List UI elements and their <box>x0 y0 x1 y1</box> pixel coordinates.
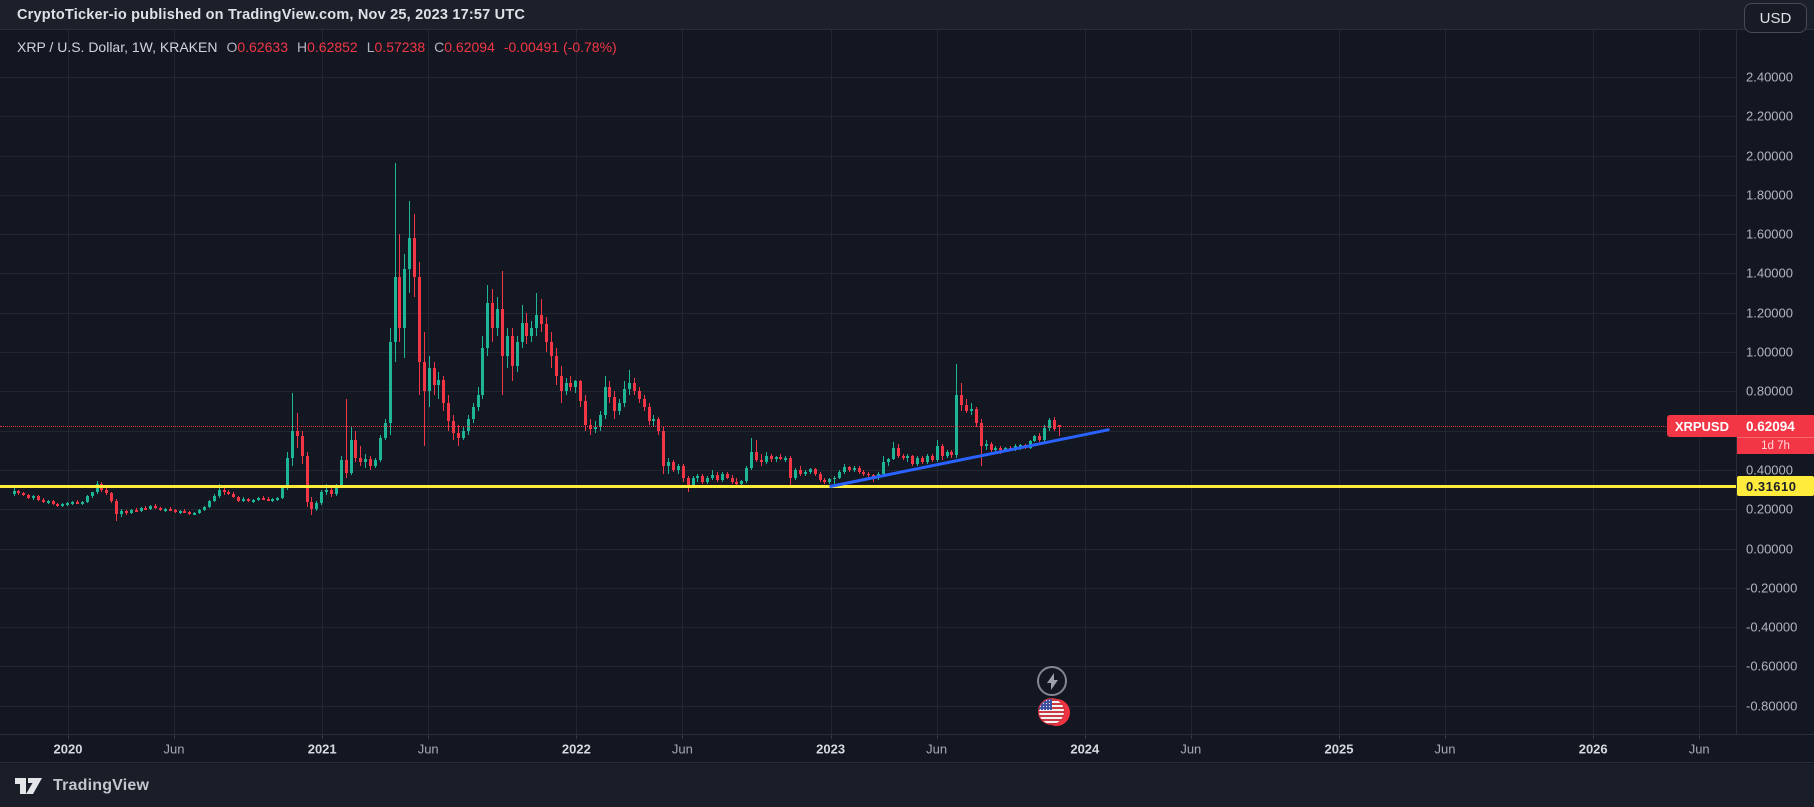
time-tick-Jun-13: Jun <box>1688 741 1710 756</box>
price-tick-2.00000: 2.00000 <box>1746 148 1793 163</box>
flag-canton <box>1039 699 1052 710</box>
time-tick-Jun-9: Jun <box>1180 741 1202 756</box>
time-tick-Jun-5: Jun <box>671 741 693 756</box>
us-flag-icon[interactable] <box>1038 698 1065 725</box>
ohlc-open: O0.62633 <box>226 39 288 55</box>
last-price-label: 0.62094 1d 7h <box>1737 415 1814 455</box>
price-tick-2.20000: 2.20000 <box>1746 108 1793 124</box>
symbol-title: XRP / U.S. Dollar, 1W, KRAKEN <box>17 39 218 55</box>
time-tick-2022-4: 2022 <box>561 741 591 756</box>
price-tick--0.60000: -0.60000 <box>1746 658 1798 674</box>
time-tick-Jun-1: Jun <box>163 741 185 756</box>
last-price-value: 0.62094 <box>1737 415 1814 438</box>
support-price-label: 0.31610 <box>1737 476 1814 497</box>
trendline[interactable] <box>0 30 1736 734</box>
price-tick-1.80000: 1.80000 <box>1746 187 1793 203</box>
tradingview-logo-icon[interactable] <box>15 777 43 795</box>
price-tick-1.40000: 1.40000 <box>1746 265 1793 281</box>
footer-bar: TradingView <box>0 764 1814 807</box>
price-tick--0.40000: -0.40000 <box>1746 619 1798 635</box>
change-value: -0.00491 (-0.78%) <box>503 39 617 55</box>
time-tick-2025-10: 2025 <box>1324 741 1354 756</box>
chart-canvas[interactable] <box>0 30 1736 734</box>
time-tick-2026-12: 2026 <box>1578 741 1608 756</box>
time-axis[interactable]: 2020 Jun 2021 Jun 2022 Jun 2023 Jun 2024 Jun 2025 J… <box>0 734 1814 763</box>
last-price-line <box>0 426 1736 428</box>
time-tick-Jun-11: Jun <box>1434 741 1456 756</box>
price-axis[interactable]: 2.40000 2.20000 2.00000 1.80000 1.60000 1.400… <box>1736 30 1814 734</box>
price-tick--0.20000: -0.20000 <box>1746 580 1798 596</box>
time-tick-2020-0: 2020 <box>53 741 83 756</box>
bar-countdown: 1d 7h <box>1737 437 1814 455</box>
publication-text: CryptoTicker-io published on TradingView… <box>17 6 526 23</box>
price-tick-0.00000: 0.00000 <box>1746 541 1793 556</box>
price-tick-1.00000: 1.00000 <box>1746 344 1793 360</box>
support-horizontal-line[interactable] <box>0 484 1736 488</box>
ohlc-close: C0.62094 <box>434 39 495 55</box>
time-tick-2024-8: 2024 <box>1070 741 1100 756</box>
price-tick-1.20000: 1.20000 <box>1746 305 1793 321</box>
time-tick-Jun-3: Jun <box>417 741 439 756</box>
price-tick-0.20000: 0.20000 <box>1746 501 1793 517</box>
price-tick--0.80000: -0.80000 <box>1746 698 1798 714</box>
time-tick-Jun-7: Jun <box>926 741 948 756</box>
price-tick-0.40000: 0.40000 <box>1746 462 1793 478</box>
price-tick-0.80000: 0.80000 <box>1746 383 1793 399</box>
publication-banner: CryptoTicker-io published on TradingView… <box>0 0 1814 30</box>
lightning-icon[interactable] <box>1037 666 1067 696</box>
ohlc-high: H0.62852 <box>296 39 358 55</box>
symbol-price-tag: XRPUSD <box>1666 415 1737 438</box>
ohlc-low: L0.57238 <box>366 39 426 55</box>
time-tick-2023-6: 2023 <box>816 741 846 756</box>
price-tick-1.60000: 1.60000 <box>1746 226 1793 242</box>
price-tick-2.40000: 2.40000 <box>1746 69 1793 85</box>
currency-toggle-button[interactable]: USD <box>1744 3 1807 33</box>
tradingview-brand-text[interactable]: TradingView <box>53 776 150 794</box>
time-tick-2021-2: 2021 <box>307 741 337 756</box>
chart-legend: XRP / U.S. Dollar, 1W, KRAKEN O0.62633 H… <box>17 38 617 56</box>
